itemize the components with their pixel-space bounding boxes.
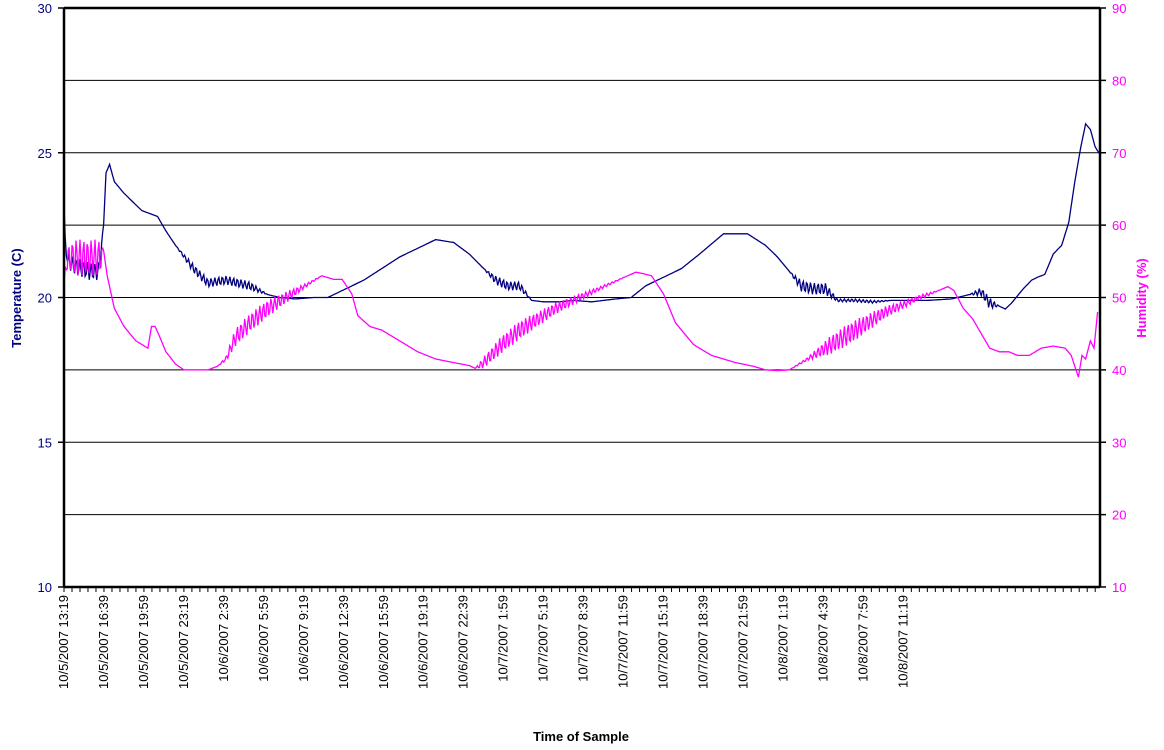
x-tick-label: 10/5/2007 19:59 [136,595,151,689]
x-tick-label: 10/6/2007 15:59 [376,595,391,689]
y-right-axis-title: Humidity (%) [1134,258,1149,337]
y-right-tick-label: 10 [1112,580,1126,595]
x-tick-label: 10/6/2007 12:39 [336,595,351,689]
y-left-tick-label: 25 [38,146,52,161]
temperature-series-line [63,122,1100,311]
axes [58,6,1106,592]
x-tick-label: 10/7/2007 18:39 [696,595,711,689]
x-tick-label: 10/7/2007 1:59 [496,595,511,682]
grid-lines [64,79,1100,516]
x-tick-label: 10/8/2007 7:59 [855,595,870,682]
y-left-axis-title: Temperature (C) [9,248,24,347]
y-right-tick-label: 40 [1112,363,1126,378]
y-right-tick-label: 60 [1112,218,1126,233]
x-tick-label: 10/7/2007 8:39 [576,595,591,682]
y-right-tick-label: 70 [1112,146,1126,161]
x-tick-label: 10/5/2007 16:39 [96,595,111,689]
x-tick-label: 10/5/2007 13:19 [56,595,71,689]
x-tick-label: 10/8/2007 1:19 [775,595,790,682]
y-right-tick-label: 80 [1112,73,1126,88]
x-tick-label: 10/7/2007 5:19 [536,595,551,682]
humidity-series-line [63,239,1099,378]
x-tick-label: 10/7/2007 11:59 [616,595,631,688]
y-right-tick-label: 30 [1112,435,1126,450]
x-tick-label: 10/8/2007 4:39 [815,595,830,682]
x-tick-label: 10/6/2007 2:39 [216,595,231,682]
y-left-tick-label: 30 [38,1,52,16]
x-tick-label: 10/6/2007 5:59 [256,595,271,682]
x-tick-label: 10/6/2007 19:19 [416,595,431,689]
x-tick-label: 10/5/2007 23:19 [176,595,191,689]
x-tick-label: 10/6/2007 9:19 [296,595,311,682]
x-axis-title: Time of Sample [533,729,629,744]
y-right-tick-label: 20 [1112,508,1126,523]
tick-labels: 10 15 20 25 30 10 20 30 40 50 60 70 80 90 10/5/2007 13… [38,1,1127,689]
y-right-tick-label: 90 [1112,1,1126,16]
y-left-tick-label: 15 [38,435,52,450]
x-tick-label: 10/7/2007 21:59 [736,595,751,689]
y-left-tick-label: 20 [38,291,52,306]
x-tick-label: 10/7/2007 15:19 [656,595,671,689]
y-left-tick-label: 10 [38,580,52,595]
y-right-tick-label: 50 [1112,291,1126,306]
x-tick-label: 10/8/2007 11:19 [895,595,910,688]
x-tick-label: 10/6/2007 22:39 [456,595,471,689]
series-lines [63,122,1100,378]
